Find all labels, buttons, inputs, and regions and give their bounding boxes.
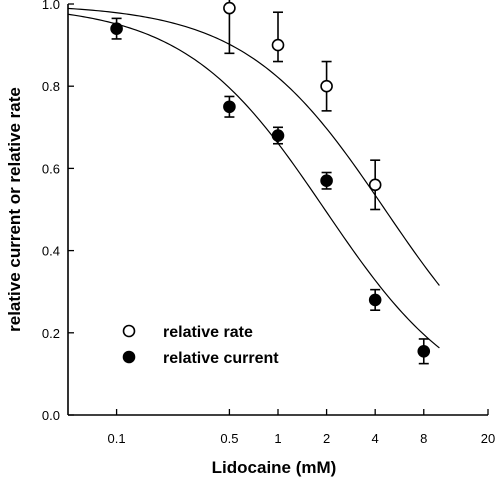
legend-label: relative current <box>163 350 279 367</box>
point-relative-current <box>110 22 123 35</box>
y-tick-label: 0.8 <box>42 79 60 94</box>
y-tick-label: 1.0 <box>42 0 60 12</box>
x-tick-label: 20 <box>481 431 495 446</box>
legend-label: relative rate <box>163 324 253 341</box>
y-tick-label: 0.6 <box>42 161 60 176</box>
point-relative-rate <box>223 1 236 15</box>
y-tick-label: 0.0 <box>42 408 60 423</box>
y-axis-title: relative current or relative rate <box>5 87 24 332</box>
x-tick-label: 2 <box>323 431 330 446</box>
x-ticks: 0.1 0.5 1 2 4 8 20 <box>108 409 495 446</box>
point-relative-current <box>368 293 382 307</box>
y-tick-label: 0.2 <box>42 326 60 341</box>
point-relative-current <box>223 100 236 114</box>
legend-marker-relative-current <box>122 350 136 364</box>
fit-curve-relative-current <box>67 13 440 349</box>
x-tick-label: 8 <box>420 431 427 446</box>
data-points <box>110 1 431 358</box>
y-tick-label: 0.4 <box>42 244 60 259</box>
point-relative-rate <box>320 79 333 93</box>
error-bars <box>111 0 429 365</box>
x-tick-label: 0.1 <box>108 431 126 446</box>
x-tick-label: 4 <box>372 431 379 446</box>
y-ticks: 0.0 0.2 0.4 0.6 0.8 1.0 <box>42 0 74 423</box>
point-relative-current <box>320 174 333 188</box>
x-tick-label: 1 <box>274 431 281 446</box>
legend: relative rate relative current <box>122 324 279 367</box>
fit-curves <box>67 7 440 349</box>
fit-curve-relative-rate <box>67 7 440 286</box>
x-axis-title: Lidocaine (mM) <box>212 458 337 477</box>
point-relative-rate <box>368 178 382 192</box>
legend-marker-relative-rate <box>122 324 136 338</box>
point-relative-current <box>271 129 285 142</box>
point-relative-current <box>417 344 431 358</box>
point-relative-rate <box>271 38 285 52</box>
x-tick-label: 0.5 <box>220 431 238 446</box>
